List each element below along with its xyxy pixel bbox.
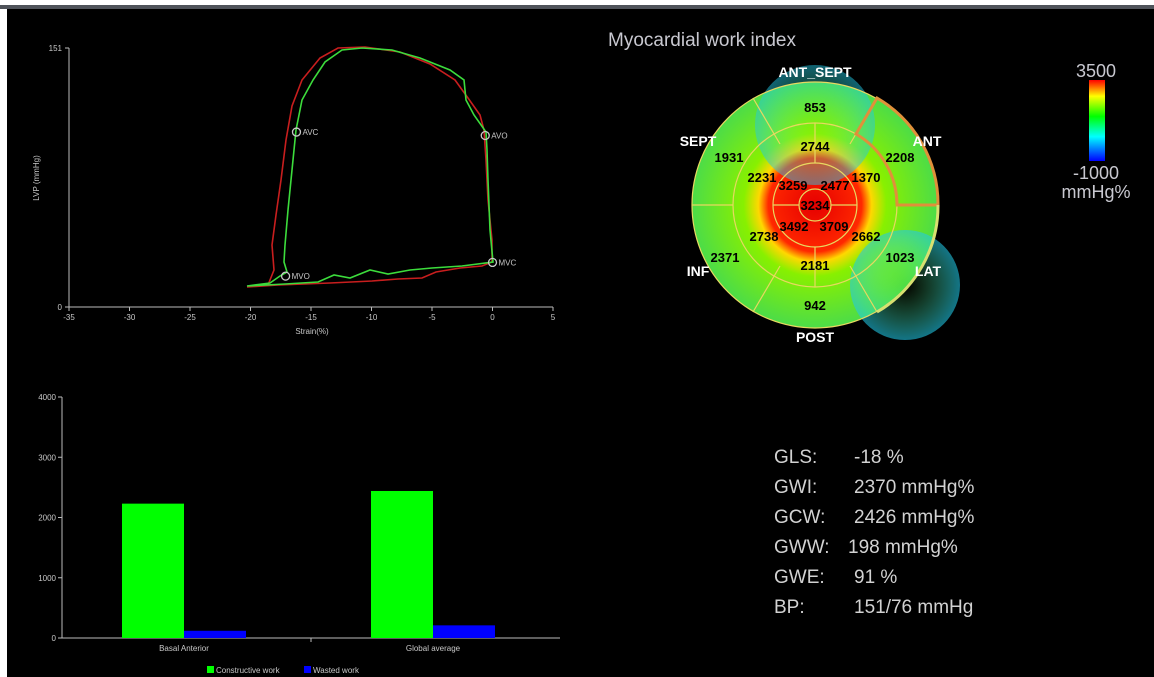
segment-value-basal-ant-sept: 853 — [804, 100, 826, 115]
pv-x-tick-label: -5 — [428, 313, 436, 322]
metric-row: GCW: 2426 mmHg% — [774, 505, 974, 531]
wall-label-lat: LAT — [915, 263, 942, 279]
valve-event-marker — [291, 127, 302, 137]
scale-unit-label: mmHg% — [1061, 182, 1130, 202]
bar-y-tick-label: 1000 — [38, 574, 56, 583]
metric-row: GWW: 198 mmHg% — [774, 535, 974, 561]
segment-value-mid-inf: 2738 — [750, 229, 779, 244]
segment-value-apex: 3234 — [801, 198, 831, 213]
pv-x-tick-label: 0 — [490, 313, 495, 322]
wall-label-post: POST — [796, 329, 835, 345]
legend-label-constructive: Constructive work — [216, 666, 281, 675]
wall-label-inf: INF — [687, 263, 710, 279]
segment-basal-lateral-edge — [876, 204, 940, 314]
metric-label: GLS: — [774, 447, 818, 468]
segment-value-mid-ant-sept: 2744 — [801, 139, 831, 154]
bar-chart-legend: Constructive work Wasted work — [207, 666, 360, 675]
bar-category-label: Global average — [406, 644, 461, 653]
segment-value-apex-inf: 3492 — [780, 219, 809, 234]
metric-row: GWI: 2370 mmHg% — [774, 475, 974, 501]
segment-value-apex-lat: 2477 — [821, 178, 850, 193]
metric-value: 198 mmHg% — [848, 537, 958, 558]
valve-event-label: MVC — [499, 258, 517, 267]
scale-gradient-bar — [1089, 80, 1105, 161]
legend-label-wasted: Wasted work — [313, 666, 360, 675]
bar-wasted-1 — [433, 625, 495, 638]
pv-x-tick-label: -30 — [124, 313, 136, 322]
scale-max-label: 3500 — [1076, 61, 1116, 81]
bar-constructive-0 — [122, 503, 184, 638]
bar-y-tick-label: 4000 — [38, 393, 56, 402]
window-left-border — [0, 9, 7, 677]
pv-x-tick-label: -15 — [305, 313, 317, 322]
bar-y-tick-label: 0 — [52, 634, 57, 643]
metric-label: GWI: — [774, 477, 818, 498]
pv-y-axis-title: LVP (mmHg) — [32, 155, 41, 201]
scale-min-label: -1000 — [1073, 163, 1119, 183]
metric-label: GWE: — [774, 567, 825, 588]
segment-value-basal-post: 942 — [804, 298, 826, 313]
valve-event-marker — [280, 271, 291, 281]
pv-x-tick-label: -20 — [245, 313, 257, 322]
segment-value-basal-lat: 1023 — [886, 250, 915, 265]
bar-constructive-1 — [371, 490, 433, 638]
segment-value-mid-post: 2181 — [801, 258, 830, 273]
metric-row: GWE: 91 % — [774, 565, 974, 591]
metric-label: GWW: — [774, 537, 830, 558]
valve-event-label: AVC — [302, 128, 318, 137]
legend-swatch-constructive — [207, 666, 214, 673]
bullseye-title: Myocardial work index — [608, 30, 796, 51]
pv-x-tick-label: -10 — [366, 313, 378, 322]
bullseye-plot: Myocardial work index ANT_SEPT ANT LAT — [608, 30, 960, 345]
work-bar-chart: 4000 3000 2000 1000 0 Basal Anterior Global a… — [38, 393, 560, 675]
pv-y-tick-label: 151 — [49, 44, 63, 53]
metric-value: 91 % — [854, 567, 898, 588]
window-top-border — [0, 0, 1154, 9]
bullseye-lateral-cold-zone — [850, 230, 960, 340]
valve-event-label: AVO — [491, 131, 507, 140]
pv-x-tick-label: -35 — [63, 313, 75, 322]
segment-value-apex-post: 3709 — [820, 219, 849, 234]
segment-value-mid-sept: 2231 — [748, 170, 777, 185]
wall-label-ant-sept: ANT_SEPT — [778, 64, 852, 80]
bar-category-label: Basal Anterior — [159, 644, 209, 653]
metric-label: GCW: — [774, 507, 826, 528]
valve-event-label: MVO — [292, 272, 310, 281]
valve-event-marker — [480, 130, 490, 141]
segment-value-apex-ant-sept: 3259 — [779, 178, 808, 193]
metric-value: -18 % — [854, 447, 904, 468]
segment-value-basal-sept: 1931 — [715, 150, 744, 165]
wall-label-ant: ANT — [913, 133, 942, 149]
pv-x-tick-label: 5 — [551, 313, 556, 322]
color-scale-legend: 3500 -1000 mmHg% — [1061, 61, 1130, 202]
metric-value: 2370 mmHg% — [854, 477, 974, 498]
legend-swatch-wasted — [304, 666, 311, 673]
pv-x-axis-title: Strain(%) — [295, 327, 329, 336]
loop-red-trace — [246, 46, 493, 288]
segment-value-basal-ant: 2208 — [886, 150, 915, 165]
metric-value: 2426 mmHg% — [854, 507, 974, 528]
valve-event-marker — [487, 257, 498, 268]
metric-row: BP: 151/76 mmHg — [774, 595, 974, 621]
bar-y-tick-label: 3000 — [38, 453, 56, 462]
loop-green-trace — [246, 47, 494, 287]
wall-label-sept: SEPT — [680, 133, 717, 149]
segment-value-mid-ant: 1370 — [852, 170, 881, 185]
echo-screen — [7, 9, 1154, 677]
metric-label: BP: — [774, 597, 805, 618]
metric-value: 151/76 mmHg — [854, 597, 974, 618]
segment-value-basal-inf: 2371 — [711, 250, 740, 265]
metric-row: GLS: -18 % — [774, 445, 974, 471]
bar-wasted-0 — [184, 630, 246, 638]
pressure-strain-loop-chart: 151 0 -35 -30 -25 -20 -15 -10 -5 0 5 Strain(%) L… — [32, 44, 556, 336]
segment-value-mid-lat: 2662 — [852, 229, 881, 244]
pv-y-tick-label: 0 — [58, 303, 63, 312]
pv-x-tick-label: -25 — [184, 313, 196, 322]
bar-y-tick-label: 2000 — [38, 514, 56, 523]
